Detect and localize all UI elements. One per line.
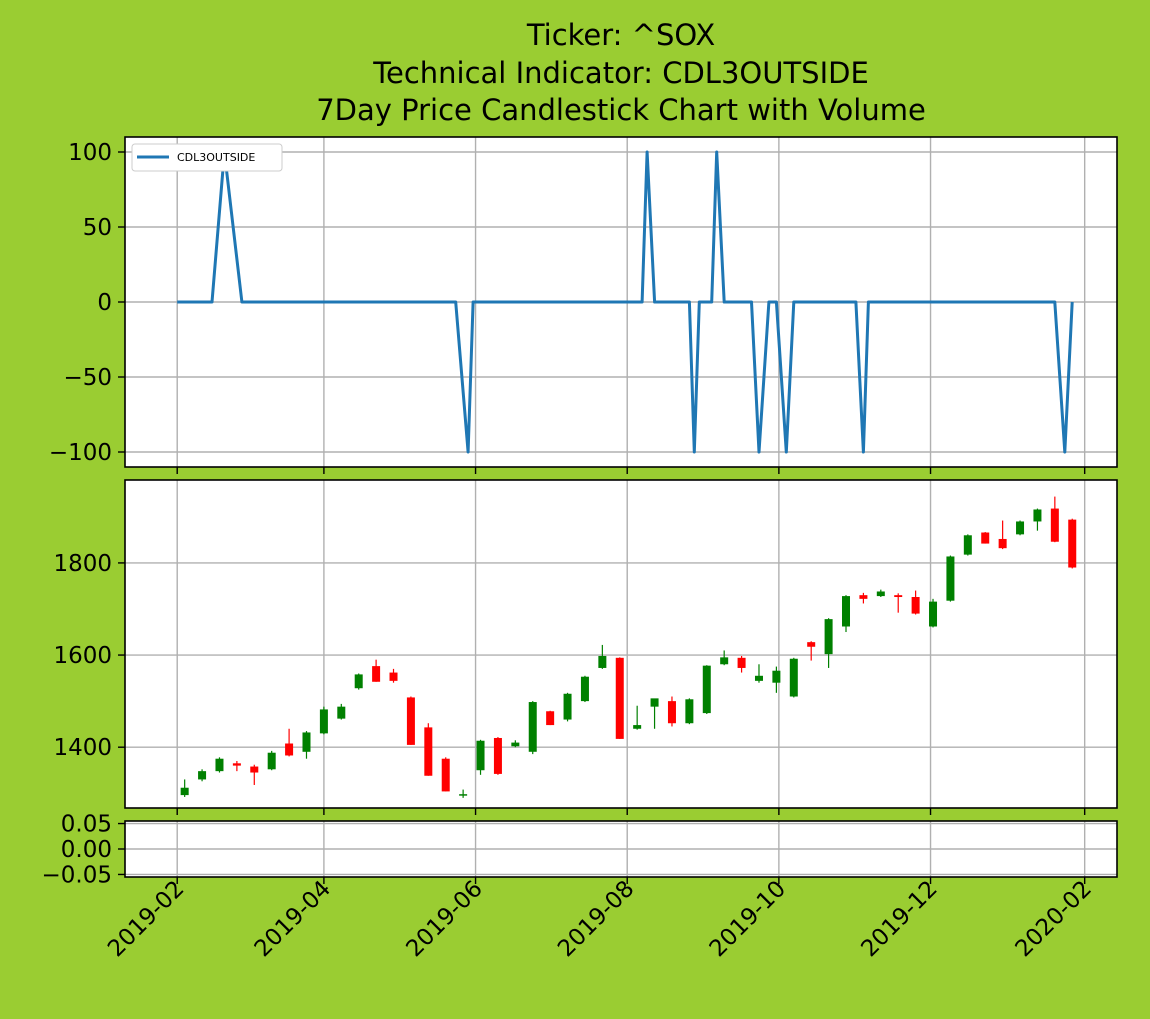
title-line-2: Technical Indicator: CDL3OUTSIDE [372, 56, 869, 90]
candle-body-17 [476, 740, 485, 771]
volume-frame [124, 820, 1118, 878]
volume-y-tick-label-2: −0.05 [42, 862, 112, 888]
volume-y-tick-label-1: 0.00 [61, 837, 112, 863]
candle-body-51 [1068, 519, 1077, 568]
candle-body-4 [250, 766, 259, 773]
indicator-y-tick-label-3: −50 [63, 365, 112, 391]
candle-body-50 [1050, 508, 1059, 542]
candle-body-0 [180, 787, 189, 796]
candle-body-46 [981, 532, 990, 544]
candle-body-44 [946, 556, 955, 601]
price-y-tick-label-1: 1600 [53, 643, 112, 669]
indicator-y-tick-label-2: 0 [97, 290, 112, 316]
candle-body-31 [720, 657, 729, 665]
candle-body-49 [1033, 509, 1042, 522]
candle-body-16 [459, 794, 468, 796]
candle-body-47 [998, 538, 1007, 549]
indicator-y-tick-label-0: 100 [68, 140, 112, 166]
candle-body-13 [406, 697, 415, 745]
candle-body-6 [285, 743, 294, 756]
candle-body-23 [580, 676, 589, 702]
candle-body-33 [754, 675, 763, 681]
indicator-frame [124, 136, 1118, 468]
candle-body-14 [424, 727, 433, 776]
price-y-tick-label-2: 1800 [53, 551, 112, 577]
indicator-y-tick-label-1: 50 [83, 215, 112, 241]
candle-body-48 [1016, 521, 1025, 535]
candle-body-40 [876, 591, 885, 597]
candle-body-42 [911, 597, 920, 614]
indicator-panel: 100 50 0 −50 −100 CDL3OUTSIDE [49, 136, 1118, 474]
candle-body-43 [929, 601, 938, 627]
indicator-series-line-0 [177, 150, 1074, 454]
candle-body-12 [389, 672, 398, 681]
chart-title: Ticker: ^SOX Technical Indicator: CDL3OU… [316, 18, 926, 127]
candle-body-38 [842, 596, 851, 627]
candle-body-2 [215, 758, 224, 772]
candle-body-18 [493, 737, 502, 774]
title-line-1: Ticker: ^SOX [526, 18, 715, 52]
candle-body-9 [337, 706, 346, 719]
candle-body-3 [232, 763, 241, 766]
candle-body-30 [702, 665, 711, 714]
legend-label: CDL3OUTSIDE [177, 151, 255, 164]
indicator-legend: CDL3OUTSIDE [131, 143, 283, 172]
candle-body-41 [894, 595, 903, 598]
candle-body-20 [528, 702, 537, 752]
candle-body-34 [772, 670, 781, 683]
candle-body-35 [789, 658, 798, 697]
candle-body-11 [372, 666, 381, 682]
candle-body-26 [633, 725, 642, 729]
candle-body-21 [546, 711, 555, 726]
candle-body-8 [319, 709, 328, 734]
candle-body-15 [441, 758, 450, 792]
candle-body-27 [650, 698, 659, 707]
volume-panel: 0.050.00−0.05 [42, 812, 1118, 888]
legend-box [131, 143, 283, 172]
volume-y-tick-label-0: 0.05 [61, 812, 112, 838]
candle-body-39 [859, 595, 868, 599]
candle-body-25 [615, 657, 624, 739]
candle-body-1 [198, 771, 207, 780]
candle-body-32 [737, 657, 746, 668]
candle-body-10 [354, 674, 363, 689]
indicator-y-tick-label-4: −100 [49, 440, 112, 466]
candle-body-5 [267, 752, 276, 770]
candle-body-28 [667, 701, 676, 724]
price-panel: 1400 1600 1800 [53, 479, 1118, 815]
price-y-tick-label-0: 1400 [53, 735, 112, 761]
candle-body-19 [511, 742, 520, 747]
candle-body-24 [598, 655, 607, 668]
candle-body-22 [563, 693, 572, 720]
candle-body-37 [824, 619, 833, 655]
candle-body-7 [302, 732, 311, 752]
title-line-3: 7Day Price Candlestick Chart with Volume [316, 93, 926, 127]
price-frame [124, 479, 1118, 809]
candle-body-36 [807, 642, 816, 647]
candle-body-29 [685, 699, 694, 724]
candle-body-45 [963, 535, 972, 555]
